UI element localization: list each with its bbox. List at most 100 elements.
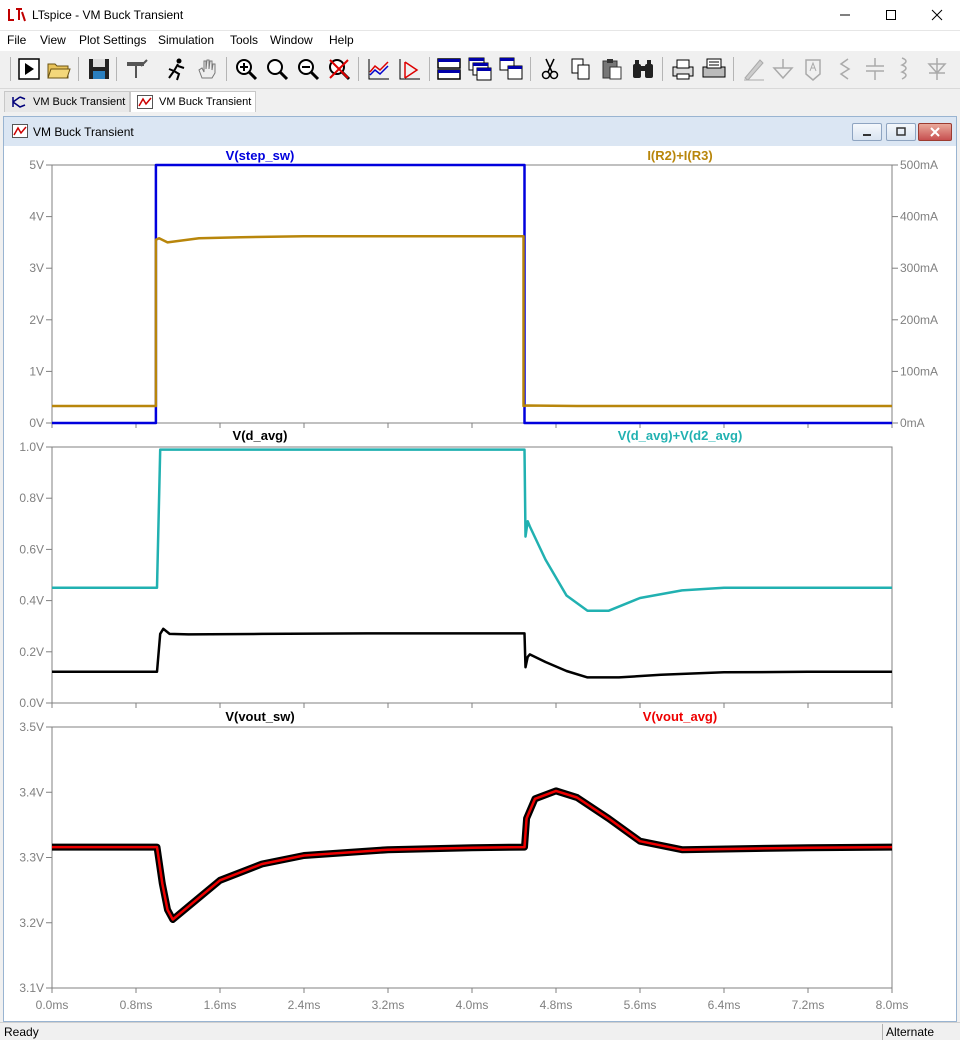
y-tick-label: 2V: [29, 313, 44, 327]
control-panel-icon[interactable]: [124, 56, 150, 82]
plot-pane-frame[interactable]: [51, 446, 893, 704]
y-tick-label: 0.0V: [19, 696, 44, 710]
document-tabs: VM Buck Transient VM Buck Transient: [0, 89, 960, 113]
y-tick-label: 3.2V: [19, 916, 44, 930]
waveform-icon: [137, 95, 153, 109]
toolbar-separator: [662, 57, 663, 81]
find-icon[interactable]: [630, 56, 656, 82]
capacitor-icon[interactable]: [862, 56, 888, 82]
y-tick-label: 3.4V: [19, 785, 44, 799]
plot-restore-button[interactable]: [886, 123, 916, 141]
series-legend-label: I(R2)+I(R3): [647, 148, 712, 163]
copy-icon[interactable]: [568, 56, 594, 82]
halt-icon[interactable]: [163, 56, 189, 82]
schematic-icon: [12, 96, 26, 108]
y-tick-label: 3.5V: [19, 720, 44, 734]
run-icon[interactable]: [16, 56, 42, 82]
mark-icon[interactable]: [397, 56, 423, 82]
minimize-icon: [863, 134, 871, 136]
plot-pane-frame[interactable]: [51, 726, 893, 989]
menu-view[interactable]: View: [40, 33, 66, 47]
y-tick-label: 0.4V: [19, 594, 44, 608]
series-legend-label: V(vout_avg): [643, 709, 717, 724]
menu-bar: File View Plot Settings Simulation Tools…: [0, 31, 960, 51]
waveform-icon: [12, 124, 28, 138]
x-tick-label: 4.0ms: [456, 998, 489, 1012]
diode-icon[interactable]: [924, 56, 950, 82]
zoom-cancel-icon[interactable]: [326, 56, 352, 82]
menu-file[interactable]: File: [7, 33, 27, 47]
inductor-icon[interactable]: [892, 56, 918, 82]
zoom-in-icon[interactable]: [233, 56, 259, 82]
toolbar-separator: [226, 57, 227, 81]
series-legend-label: V(step_sw): [226, 148, 295, 163]
y-tick-label: 1V: [29, 364, 44, 378]
y-tick-label: 0V: [29, 416, 44, 430]
menu-plot-settings[interactable]: Plot Settings: [79, 33, 147, 47]
toolbar-separator: [78, 57, 79, 81]
open-icon[interactable]: [46, 56, 72, 82]
minimize-button[interactable]: [822, 0, 868, 31]
save-icon[interactable]: [86, 56, 112, 82]
menu-tools[interactable]: Tools: [230, 33, 259, 47]
ground-icon[interactable]: [770, 56, 796, 82]
print-preview-icon[interactable]: [670, 56, 696, 82]
series-line-v-vout-avg-: [52, 789, 893, 921]
restore-icon: [896, 127, 906, 136]
toolbar-separator: [116, 57, 117, 81]
tab-waveform[interactable]: VM Buck Transient: [130, 91, 256, 112]
menu-simulation[interactable]: Simulation: [158, 33, 215, 47]
series-legend-label: V(vout_sw): [225, 709, 294, 724]
pan-icon[interactable]: [194, 56, 220, 82]
y2-tick-label: 0mA: [900, 416, 925, 430]
tab-schematic[interactable]: VM Buck Transient: [4, 91, 130, 112]
paste-icon[interactable]: [599, 56, 625, 82]
series-line-i-r2-i-r3-: [52, 234, 892, 408]
status-mode: Alternate: [886, 1025, 935, 1039]
tab-label: VM Buck Transient: [33, 96, 126, 108]
label-net-icon[interactable]: [800, 56, 826, 82]
x-tick-label: 0.8ms: [120, 998, 153, 1012]
y-tick-label: 0.2V: [19, 645, 44, 659]
status-text: Ready: [4, 1025, 39, 1039]
maximize-button[interactable]: [868, 0, 914, 31]
y2-tick-label: 100mA: [900, 364, 938, 378]
plot-close-button[interactable]: [918, 123, 952, 141]
plot-window-title: VM Buck Transient: [33, 125, 134, 139]
cascade-icon[interactable]: [467, 56, 493, 82]
autorange-icon[interactable]: [366, 56, 392, 82]
resistor-icon[interactable]: [832, 56, 858, 82]
print-icon[interactable]: [701, 56, 727, 82]
zoom-full-icon[interactable]: [264, 56, 290, 82]
close-icon: [931, 9, 943, 21]
y-tick-label: 3.3V: [19, 851, 44, 865]
y-tick-label: 5V: [29, 158, 44, 172]
tab-label: VM Buck Transient: [159, 96, 252, 108]
x-tick-label: 8.0ms: [876, 998, 909, 1012]
cut-icon[interactable]: [537, 56, 563, 82]
menu-window[interactable]: Window: [270, 33, 313, 47]
y2-tick-label: 400mA: [900, 210, 938, 224]
y-tick-label: 4V: [29, 210, 44, 224]
ltspice-logo-icon: [8, 8, 26, 22]
series-legend-label: V(d_avg)+V(d2_avg): [618, 428, 743, 443]
menu-help[interactable]: Help: [329, 33, 354, 47]
tile-horizontal-icon[interactable]: [436, 56, 462, 82]
y2-tick-label: 200mA: [900, 313, 938, 327]
y2-tick-label: 500mA: [900, 158, 938, 172]
close-button[interactable]: [914, 0, 960, 31]
plot-minimize-button[interactable]: [852, 123, 882, 141]
x-tick-label: 2.4ms: [288, 998, 321, 1012]
zoom-out-icon[interactable]: [295, 56, 321, 82]
plot-window-title-bar: VM Buck Transient: [4, 117, 956, 146]
maximize-icon: [886, 10, 896, 20]
plot-pane-frame[interactable]: [51, 164, 893, 424]
title-bar: LTspice - VM Buck Transient: [0, 0, 960, 31]
draw-wire-icon[interactable]: [740, 56, 766, 82]
y-tick-label: 3V: [29, 261, 44, 275]
y-tick-label: 0.6V: [19, 542, 44, 556]
series-line-v-d-avg-v-d2-avg-: [52, 448, 892, 613]
tile-vertical-icon[interactable]: [498, 56, 524, 82]
y-tick-label: 1.0V: [19, 440, 44, 454]
